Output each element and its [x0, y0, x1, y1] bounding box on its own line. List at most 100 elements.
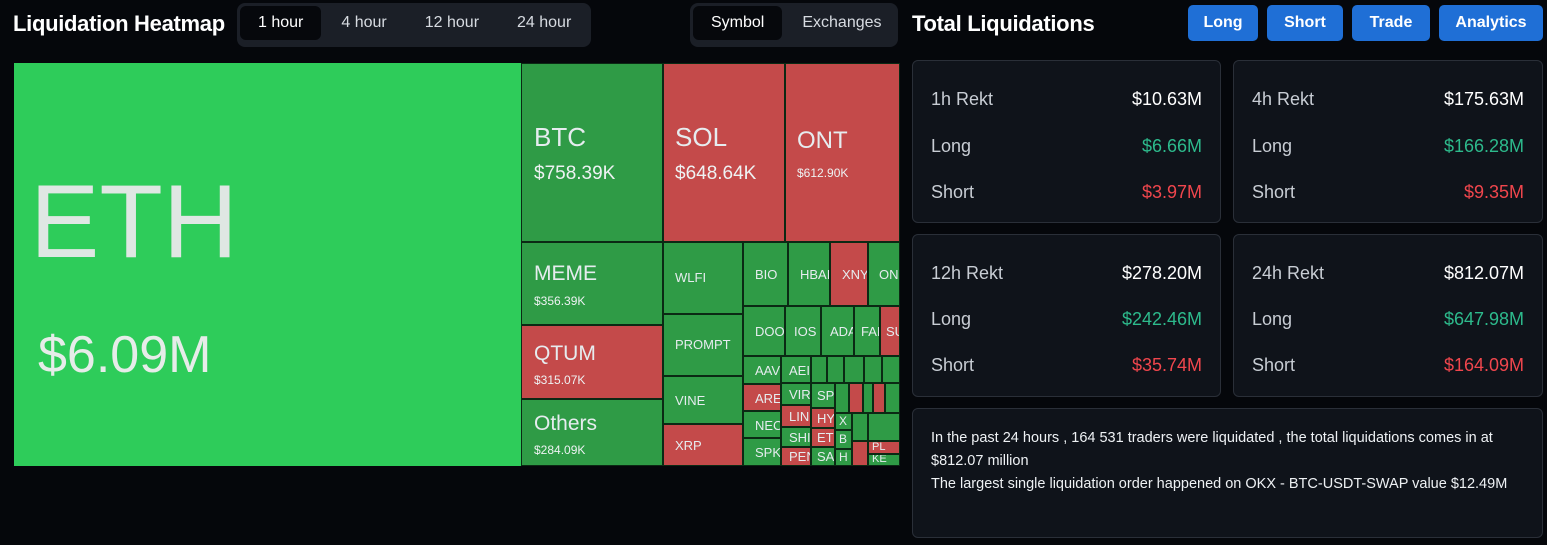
tile-symbol: ON: [879, 267, 899, 282]
treemap-tile-misc-1[interactable]: [811, 356, 827, 383]
short-value: $9.35M: [1463, 182, 1524, 202]
tile-value: $612.90K: [797, 166, 849, 180]
treemap-tile-qtum[interactable]: QTUM $315.07K: [521, 325, 663, 399]
tile-symbol: SHI: [789, 430, 811, 445]
treemap-tile-aei[interactable]: AEI: [781, 356, 811, 383]
treemap-tile-xrp[interactable]: XRP: [663, 424, 743, 466]
tile-symbol: AEI: [789, 363, 810, 378]
trade-button[interactable]: Trade: [1352, 5, 1430, 41]
card-total: $278.20M: [1121, 263, 1202, 283]
tile-symbol: WLFI: [675, 270, 707, 285]
treemap-tile-misc-3[interactable]: [844, 356, 864, 383]
tile-symbol: SU: [886, 324, 899, 339]
short-label: Short: [1252, 355, 1296, 375]
tab-1-hour[interactable]: 1 hour: [240, 6, 322, 40]
long-label: Long: [931, 309, 972, 329]
treemap-tile-tiny-3[interactable]: [863, 383, 873, 413]
treemap-tile-fai[interactable]: FAI: [854, 306, 880, 356]
liquidation-treemap: ETH $6.09M BTC $758.39K SOL $648.64K ONT…: [14, 63, 900, 466]
tile-symbol: DOO: [755, 324, 785, 339]
tab-12-hour[interactable]: 12 hour: [424, 14, 480, 31]
treemap-tile-prompt[interactable]: PROMPT: [663, 314, 743, 376]
treemap-tile-misc-5[interactable]: [882, 356, 900, 383]
tile-symbol: HY: [817, 411, 835, 426]
treemap-tile-misc-2[interactable]: [827, 356, 844, 383]
tile-symbol: ADA: [830, 324, 853, 339]
treemap-tile-ke[interactable]: KE: [868, 454, 900, 466]
treemap-tile-x[interactable]: X: [835, 413, 852, 430]
treemap-tile-tiny-7[interactable]: [868, 413, 900, 441]
treemap-tile-nec[interactable]: NEC: [743, 411, 781, 438]
treemap-tile-ont[interactable]: ONT $612.90K: [785, 63, 900, 242]
tile-symbol: XNY: [842, 267, 868, 282]
short-button[interactable]: Short: [1267, 5, 1343, 41]
tab-4-hour[interactable]: 4 hour: [341, 14, 387, 31]
long-value: $166.28M: [1443, 136, 1524, 156]
card-total: $812.07M: [1443, 263, 1524, 283]
summary-line-largest-order: The largest single liquidation order hap…: [931, 476, 1508, 492]
treemap-tile-sa[interactable]: SA: [811, 447, 835, 466]
card-title: 12h Rekt: [931, 263, 1004, 283]
stat-card-12h: 12h Rekt $278.20M Long $242.46M Short $35.7…: [912, 234, 1221, 397]
card-title: 1h Rekt: [931, 89, 994, 109]
tab-exchanges[interactable]: Exchanges: [802, 14, 882, 31]
treemap-tile-su[interactable]: SU: [880, 306, 900, 356]
treemap-tile-are[interactable]: ARE: [743, 384, 781, 411]
treemap-tile-ios[interactable]: IOS: [785, 306, 821, 356]
treemap-tile-pen[interactable]: PEN: [781, 447, 811, 466]
treemap-tile-pl[interactable]: PL: [868, 441, 900, 454]
tile-symbol: MEME: [534, 262, 597, 285]
treemap-tile-aav[interactable]: AAV: [743, 356, 781, 384]
treemap-tile-tiny-5[interactable]: [885, 383, 900, 413]
treemap-tile-on[interactable]: ON: [868, 242, 900, 306]
treemap-tile-shi[interactable]: SHI: [781, 427, 811, 447]
treemap-tile-wlfi[interactable]: WLFI: [663, 242, 743, 314]
treemap-tile-vir[interactable]: VIR: [781, 383, 811, 405]
total-liquidations-title: Total Liquidations: [912, 11, 1095, 36]
short-value: $3.97M: [1141, 182, 1202, 202]
tile-symbol: Others: [534, 412, 598, 435]
treemap-tile-sol[interactable]: SOL $648.64K: [663, 63, 785, 242]
analytics-button[interactable]: Analytics: [1439, 5, 1543, 41]
treemap-tile-tiny-1[interactable]: [835, 383, 849, 413]
card-total: $10.63M: [1131, 89, 1202, 109]
tile-symbol: ETH: [30, 164, 238, 280]
treemap-tile-xny[interactable]: XNY: [830, 242, 868, 306]
tab-symbol[interactable]: Symbol: [693, 6, 783, 40]
tile-value: $758.39K: [534, 163, 616, 184]
treemap-tile-tiny-8[interactable]: [852, 441, 868, 466]
treemap-tile-hbai[interactable]: HBAI: [788, 242, 830, 306]
tile-symbol: QTUM: [534, 342, 596, 365]
treemap-tile-vine[interactable]: VINE: [663, 376, 743, 424]
treemap-tile-eth[interactable]: ETH $6.09M: [14, 63, 521, 466]
tile-symbol: PL: [872, 441, 886, 453]
tile-symbol: ONT: [797, 127, 848, 154]
treemap-tile-sp[interactable]: SP: [811, 383, 835, 408]
treemap-tile-tiny-4[interactable]: [873, 383, 885, 413]
treemap-tile-doo[interactable]: DOO: [743, 306, 785, 356]
treemap-tile-meme[interactable]: MEME $356.39K: [521, 242, 663, 325]
treemap-tile-b[interactable]: B: [835, 430, 852, 449]
treemap-tile-spk[interactable]: SPK: [743, 438, 781, 466]
treemap-tile-tiny-2[interactable]: [849, 383, 863, 413]
treemap-tile-bio[interactable]: BIO: [743, 242, 788, 306]
treemap-tile-others[interactable]: Others $284.09K: [521, 399, 663, 466]
treemap-tile-hy[interactable]: HY: [811, 408, 835, 428]
tile-value: $648.64K: [675, 163, 757, 184]
treemap-tile-ada[interactable]: ADA: [821, 306, 854, 356]
tile-symbol: BTC: [534, 122, 586, 152]
stat-card-4h: 4h Rekt $175.63M Long $166.28M Short $9.35M: [1233, 60, 1543, 223]
treemap-tile-misc-4[interactable]: [864, 356, 882, 383]
treemap-tile-tiny-6[interactable]: [852, 413, 868, 441]
treemap-tile-lin[interactable]: LIN: [781, 405, 811, 427]
long-button[interactable]: Long: [1188, 5, 1258, 41]
tab-24-hour[interactable]: 24 hour: [517, 14, 572, 31]
treemap-tile-h[interactable]: H: [835, 449, 852, 466]
tile-symbol: HBAI: [800, 267, 830, 282]
tile-symbol: FAI: [861, 324, 880, 339]
liquidation-summary: In the past 24 hours , 164 531 traders w…: [912, 408, 1543, 538]
card-title: 4h Rekt: [1252, 89, 1315, 109]
tile-symbol: AAV: [755, 363, 781, 378]
treemap-tile-btc[interactable]: BTC $758.39K: [521, 63, 663, 242]
treemap-tile-et[interactable]: ET: [811, 428, 835, 447]
